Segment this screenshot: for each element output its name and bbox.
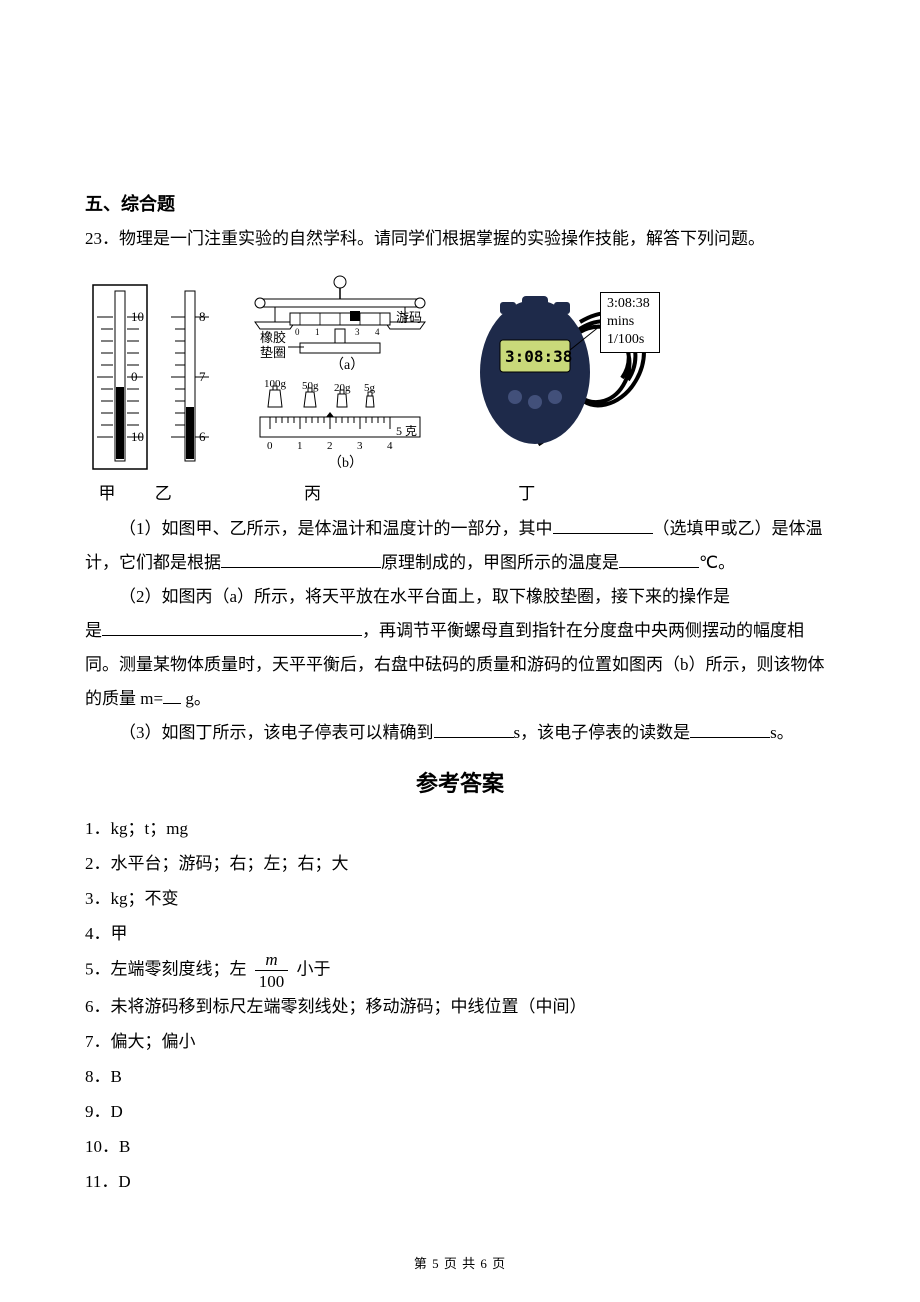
frac-num: m xyxy=(255,951,289,971)
blank-4 xyxy=(102,617,362,636)
blank-2 xyxy=(221,549,381,568)
q23-intro-text: 物理是一门注重实验的自然学科。请同学们根据掌握的实验操作技能，解答下列问题。 xyxy=(119,229,765,248)
p1d: ℃。 xyxy=(699,553,735,572)
label-jia: 甲 xyxy=(85,479,129,504)
ans-6: 6．未将游码移到标尺左端零刻线处；移动游码；中线位置（中间） xyxy=(85,990,835,1025)
jia-tick-10a: 10 xyxy=(131,309,144,324)
blank-1 xyxy=(553,515,653,534)
blank-6 xyxy=(434,719,514,738)
ans-8: 8．B xyxy=(85,1060,835,1095)
svg-text:3: 3 xyxy=(355,327,360,337)
thermometer-jia: 10 0 10 xyxy=(85,277,155,477)
slider-label: 游码 xyxy=(396,310,422,325)
ans-7: 7．偏大；偏小 xyxy=(85,1025,835,1060)
jia-tick-0: 0 xyxy=(131,369,138,384)
blank-5 xyxy=(163,685,181,704)
rb-unit: 5 克 xyxy=(396,424,417,438)
p2c: g。 xyxy=(185,689,211,708)
figure-row: 10 0 10 8 7 6 xyxy=(85,262,835,477)
p3a: （3）如图丁所示，该电子停表可以精确到 xyxy=(119,723,434,742)
yi-tick-8: 8 xyxy=(199,309,206,324)
svg-text:1: 1 xyxy=(315,327,320,337)
frac-den: 100 xyxy=(255,971,289,990)
ans-11: 11．D xyxy=(85,1165,835,1200)
q23-part1: （1）如图甲、乙所示，是体温计和温度计的一部分，其中（选填甲或乙）是体温计，它们… xyxy=(85,512,835,580)
q23-part2a: （2）如图丙（a）所示，将天平放在水平台面上，取下橡胶垫圈，接下来的操作是 xyxy=(85,580,835,614)
figure-labels: 甲 乙 丙 丁 xyxy=(85,479,835,504)
p1a: （1）如图甲、乙所示，是体温计和温度计的一部分，其中 xyxy=(119,519,553,538)
section-title: 五、综合题 xyxy=(85,190,835,216)
ans-9: 9．D xyxy=(85,1095,835,1130)
p3c: s。 xyxy=(770,723,794,742)
yi-tick-6: 6 xyxy=(199,429,206,444)
ans-2: 2．水平台；游码；右；左；右；大 xyxy=(85,847,835,882)
thermometer-yi: 8 7 6 xyxy=(165,277,220,477)
rb-3: 3 xyxy=(357,440,363,452)
rb-4: 4 xyxy=(387,440,393,452)
stopwatch-display: 3:08:38 xyxy=(505,347,572,366)
q23-part3: （3）如图丁所示，该电子停表可以精确到 s，该电子停表的读数是 s。 xyxy=(85,716,835,750)
rb-1: 1 xyxy=(297,440,303,452)
blank-7 xyxy=(690,719,770,738)
pad-label: 垫圈 xyxy=(260,345,286,360)
ans-10: 10．B xyxy=(85,1130,835,1165)
ans-5: 5．左端零刻度线；左 m 100 小于 xyxy=(85,951,835,990)
svg-text:0: 0 xyxy=(295,327,300,337)
stopwatch-callout: 3:08:38 mins 1/100s xyxy=(600,292,660,353)
svg-text:4: 4 xyxy=(375,327,380,337)
label-bing: 丙 xyxy=(198,479,428,504)
balance-bing: 01234 橡胶 垫圈 游码 （a） 100g 50g 20g 5g xyxy=(230,267,450,477)
q23-intro: 23．物理是一门注重实验的自然学科。请同学们根据掌握的实验操作技能，解答下列问题… xyxy=(85,222,835,256)
answers-title: 参考答案 xyxy=(85,766,835,798)
q23-part2b: 是，再调节平衡螺母直到指针在分度盘中央两侧摆动的幅度相同。测量某物体质量时，天平… xyxy=(85,614,835,716)
q23-number: 23． xyxy=(85,229,119,248)
p2a: （2）如图丙（a）所示，将天平放在水平台面上，取下橡胶垫圈，接下来的操作是 xyxy=(119,587,730,606)
sub-b: （b） xyxy=(328,455,363,471)
blank-3 xyxy=(619,549,699,568)
label-ding: 丁 xyxy=(432,479,622,504)
jia-tick-10b: 10 xyxy=(131,429,144,444)
callout-l1: 3:08:38 xyxy=(607,296,650,311)
rb-2: 2 xyxy=(327,440,333,452)
ans-1: 1．kg；t；mg xyxy=(85,812,835,847)
ans-4: 4．甲 xyxy=(85,917,835,952)
sub-a: （a） xyxy=(330,357,364,373)
p3b: s，该电子停表的读数是 xyxy=(514,723,691,742)
rb-0: 0 xyxy=(267,440,273,452)
yi-tick-7: 7 xyxy=(199,369,206,384)
page: 五、综合题 23．物理是一门注重实验的自然学科。请同学们根据掌握的实验操作技能，… xyxy=(0,0,920,1302)
stopwatch-container: 3:08:38 3:08:38 mins 1/100s xyxy=(460,262,660,477)
callout-l2: mins 1/100s xyxy=(607,314,644,347)
fraction-m-100: m 100 xyxy=(255,951,289,990)
label-yi: 乙 xyxy=(133,479,193,504)
ans-3: 3．kg；不变 xyxy=(85,882,835,917)
page-footer: 第 5 页 共 6 页 xyxy=(0,1253,920,1272)
rubber-label: 橡胶 xyxy=(260,330,286,345)
p1c: 原理制成的，甲图所示的温度是 xyxy=(381,553,619,572)
